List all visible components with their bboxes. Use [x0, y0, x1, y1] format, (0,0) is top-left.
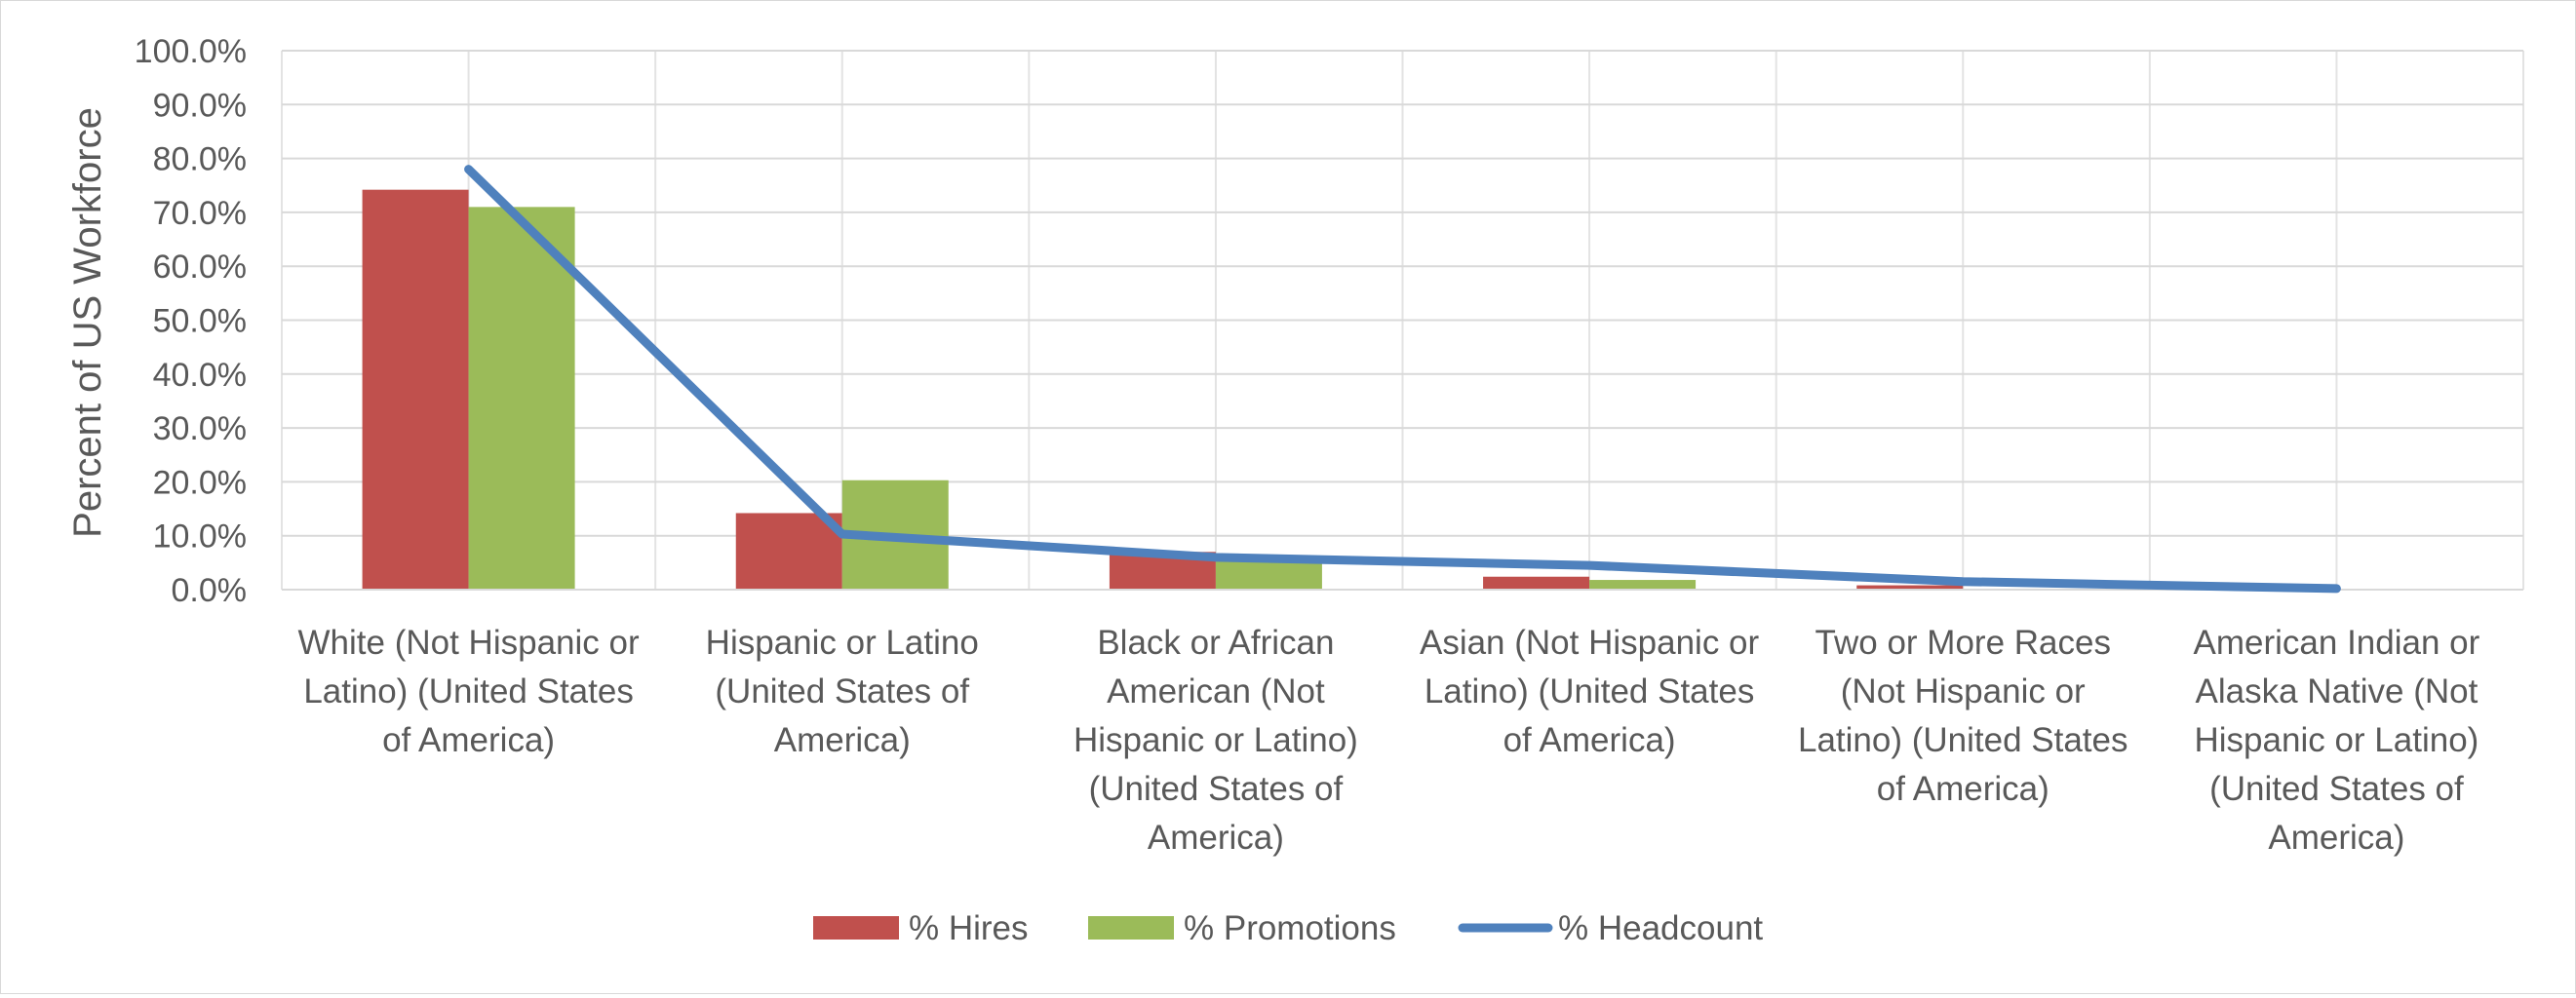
bar-hires	[735, 513, 842, 590]
y-tick-label: 50.0%	[153, 303, 247, 340]
legend-label-promotions: % Promotions	[1184, 909, 1396, 947]
bar-promotions	[468, 207, 575, 590]
y-tick-label: 100.0%	[135, 33, 247, 70]
y-tick-label: 70.0%	[153, 195, 247, 232]
x-category-label: White (Not Hispanic or Latino) (United St…	[298, 624, 640, 759]
bar-hires	[1856, 585, 1964, 590]
bar-hires	[362, 189, 469, 590]
y-tick-label: 10.0%	[153, 518, 247, 556]
line-headcount	[464, 165, 2341, 594]
y-tick-label: 60.0%	[153, 249, 247, 286]
legend-label-headcount: % Headcount	[1558, 909, 1763, 947]
x-axis-category-labels: White (Not Hispanic or Latino) (United St…	[298, 624, 2480, 857]
bars	[362, 189, 1964, 590]
x-category-label: Hispanic or Latino (United States of Ameri…	[706, 624, 979, 759]
y-tick-label: 20.0%	[153, 464, 247, 501]
x-category-label: Asian (Not Hispanic or Latino) (United St…	[1420, 624, 1760, 759]
x-category-label: Two or More Races (Not Hispanic or Latino)…	[1798, 624, 2128, 808]
y-tick-label: 90.0%	[153, 87, 247, 124]
y-axis-tick-labels: 0.0% 10.0% 20.0% 30.0% 40.0% 50.0% 60.0% 70.0% 8…	[135, 33, 247, 609]
legend-label-hires: % Hires	[909, 909, 1029, 947]
bar-hires	[1483, 576, 1590, 590]
y-tick-label: 40.0%	[153, 357, 247, 394]
legend-swatch-hires	[813, 916, 899, 940]
legend-swatch-promotions	[1088, 916, 1174, 940]
y-tick-label: 80.0%	[153, 141, 247, 178]
x-category-label: American Indian or Alaska Native (Not Hisp…	[2194, 624, 2480, 857]
y-tick-label: 30.0%	[153, 410, 247, 447]
bar-promotions	[1589, 580, 1697, 590]
y-axis-title: Percent of US Workforce	[66, 107, 109, 538]
y-tick-label: 0.0%	[172, 572, 248, 609]
line-series	[464, 165, 2341, 594]
x-category-label: Black or African American (Not Hispanic or…	[1073, 624, 1358, 857]
horizontal-gridlines	[282, 50, 2523, 537]
legend: % Hires % Promotions % Headcount	[813, 909, 1763, 947]
